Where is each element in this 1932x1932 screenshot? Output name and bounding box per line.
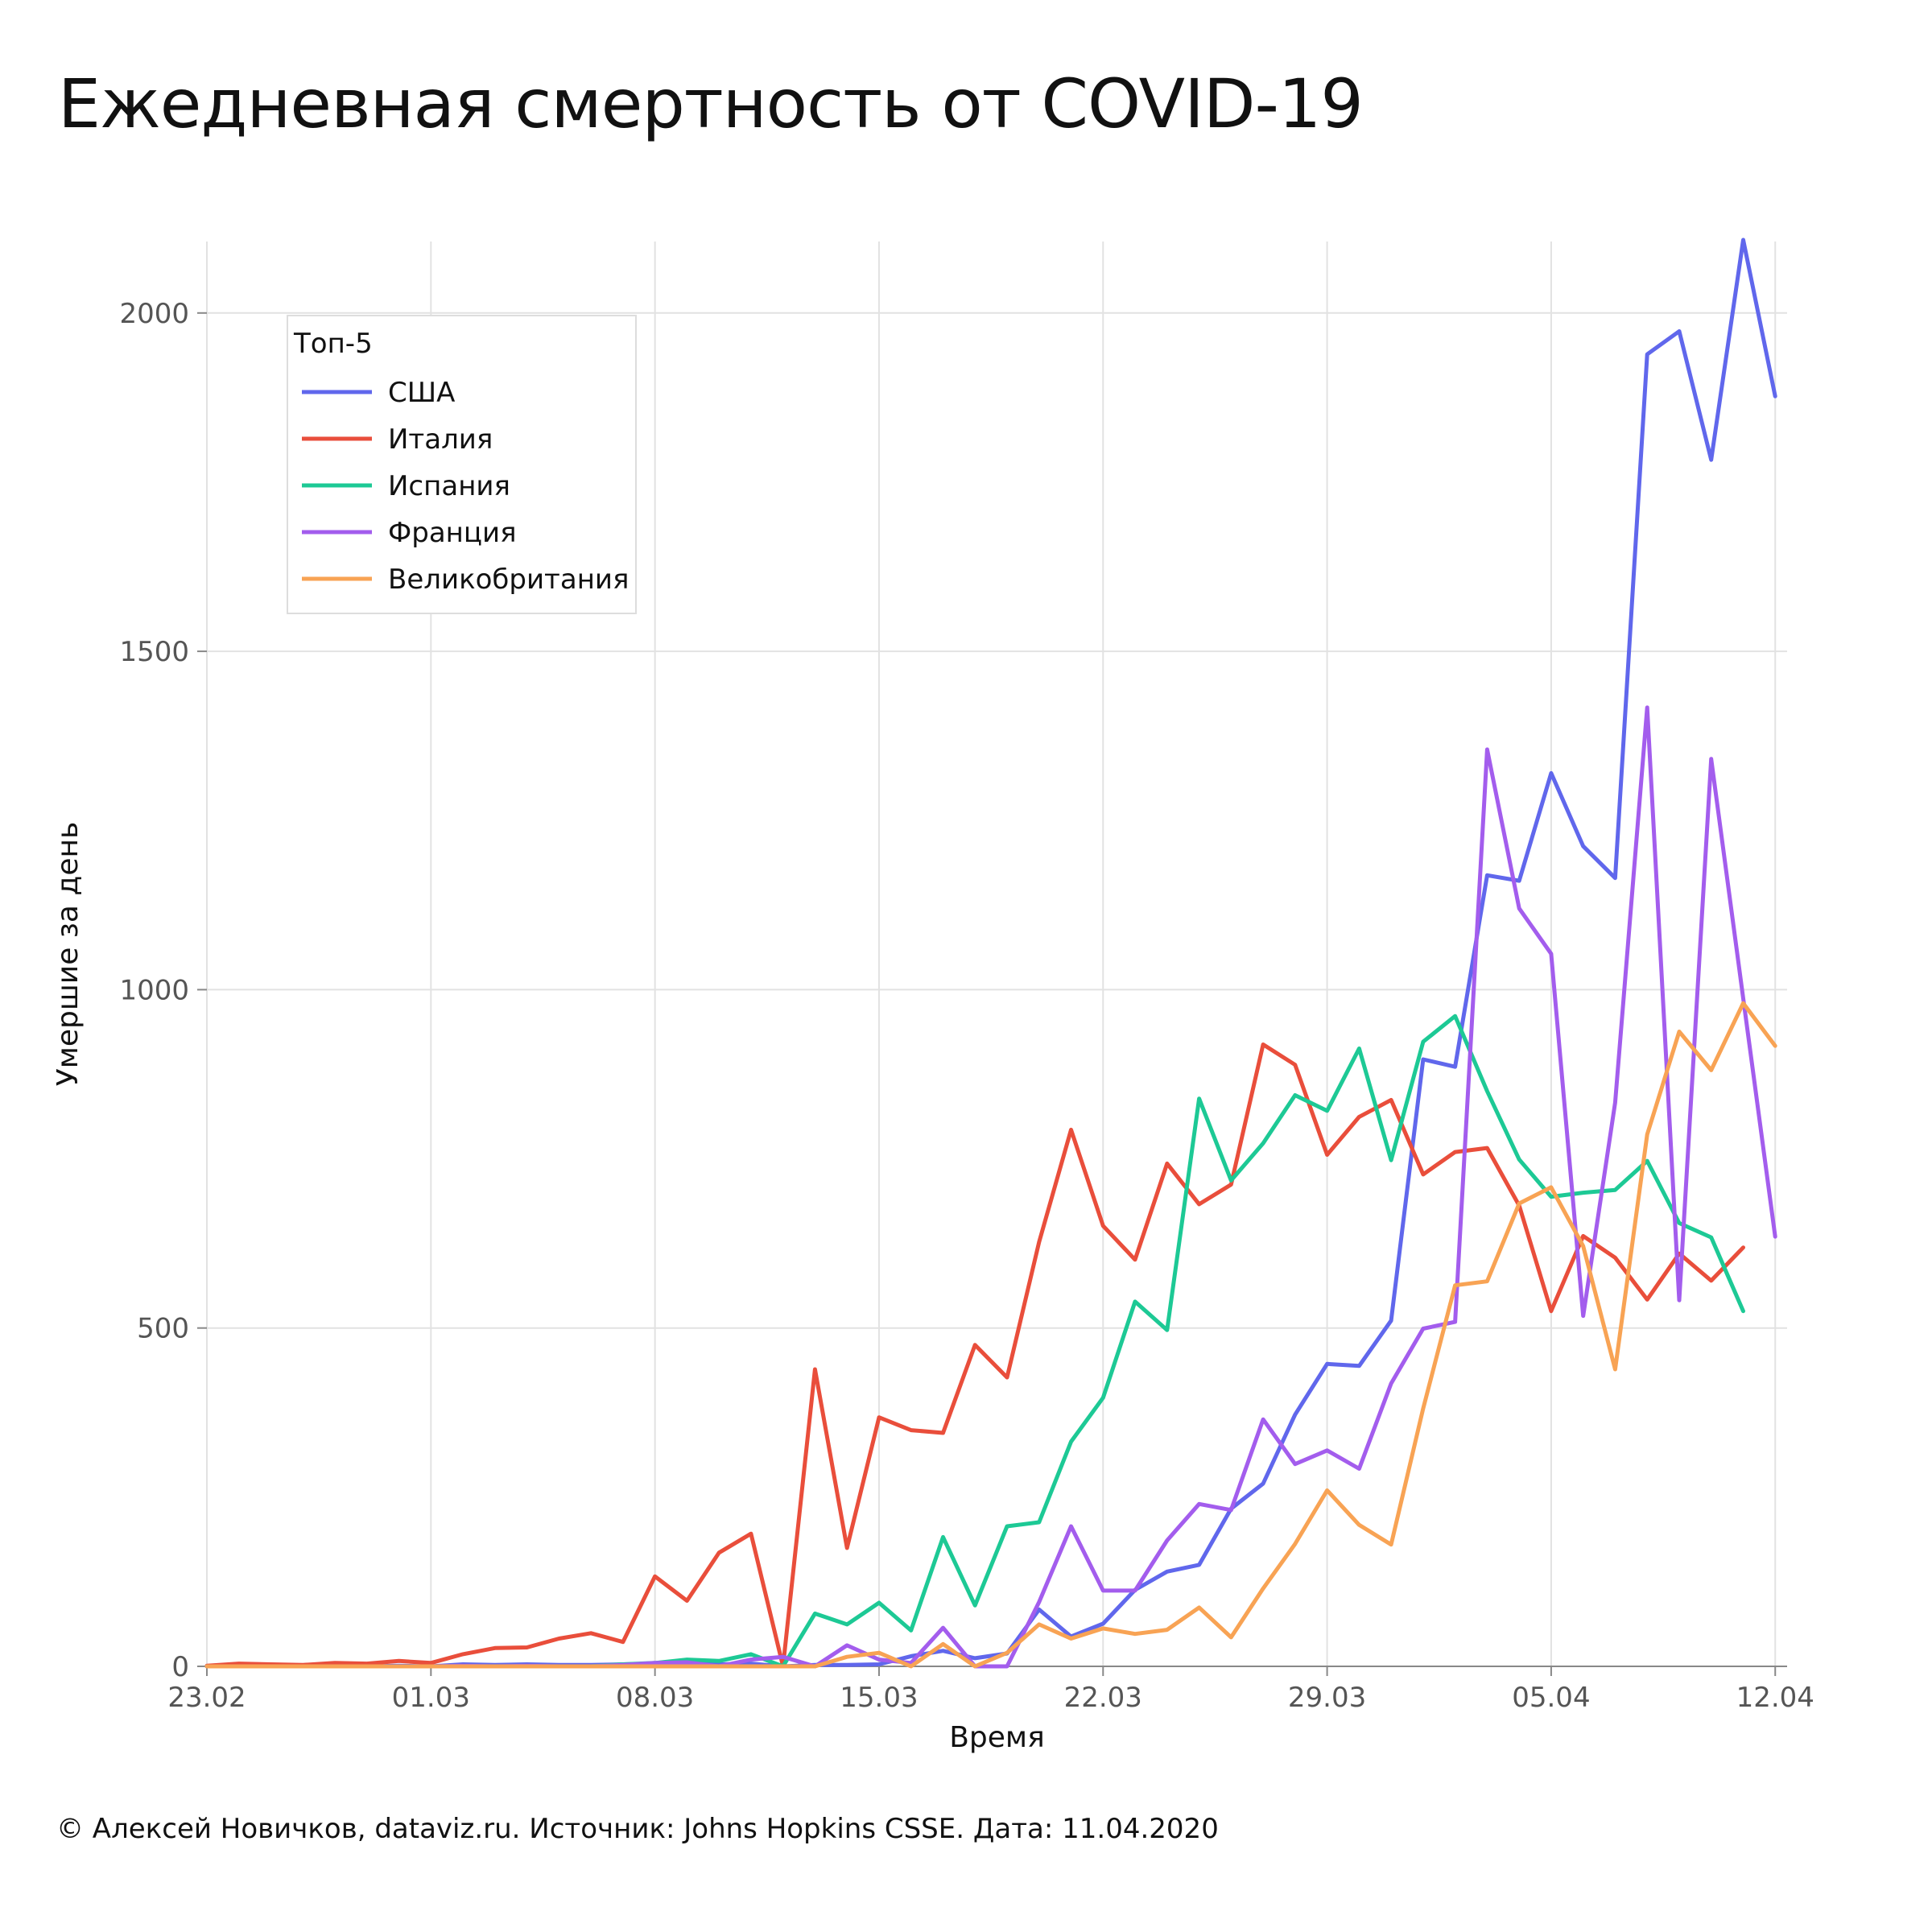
x-tick-label: 29.03 xyxy=(1288,1682,1366,1714)
legend: Топ-5 США Италия Испания Франция Великобрита… xyxy=(287,315,637,614)
x-tick-label: 15.03 xyxy=(840,1682,918,1714)
series-line-5 xyxy=(204,1001,1777,1669)
x-tick-label: 12.04 xyxy=(1736,1682,1814,1714)
legend-label: Франция xyxy=(388,517,517,549)
y-tick-label: 1500 xyxy=(119,636,189,668)
y-axis-title: Умершие за день xyxy=(52,822,85,1086)
chart-title: Ежедневная смертность от COVID-19 xyxy=(58,64,1364,143)
legend-title: Топ-5 xyxy=(293,328,373,360)
x-tick-label: 01.03 xyxy=(392,1682,470,1714)
series-line-3 xyxy=(204,1013,1745,1669)
y-tick-label: 2000 xyxy=(119,298,189,330)
legend-label: Великобритания xyxy=(388,564,629,596)
legend-label: США xyxy=(388,377,455,409)
x-tick-label: 22.03 xyxy=(1064,1682,1142,1714)
x-tick-label: 05.04 xyxy=(1512,1682,1590,1714)
legend-label: Испания xyxy=(388,470,510,502)
series-line-4 xyxy=(204,705,1777,1669)
y-tick-label: 500 xyxy=(137,1313,189,1345)
x-tick-label: 23.02 xyxy=(167,1682,246,1714)
legend-box xyxy=(287,315,637,614)
legend-label: Италия xyxy=(388,423,493,456)
axes: 23.02 01.03 08.03 15.03 22.03 29.03 05.04 12.04… xyxy=(119,298,1814,1714)
x-axis-title: Время xyxy=(949,1721,1045,1754)
series-lines xyxy=(204,237,1777,1669)
credit-footer: © Алексей Новичков, dataviz.ru. Источник… xyxy=(56,1813,1219,1845)
y-tick-label: 0 xyxy=(171,1651,189,1683)
series-line-2 xyxy=(204,1042,1745,1669)
y-tick-label: 1000 xyxy=(119,974,189,1006)
x-tick-label: 08.03 xyxy=(616,1682,694,1714)
